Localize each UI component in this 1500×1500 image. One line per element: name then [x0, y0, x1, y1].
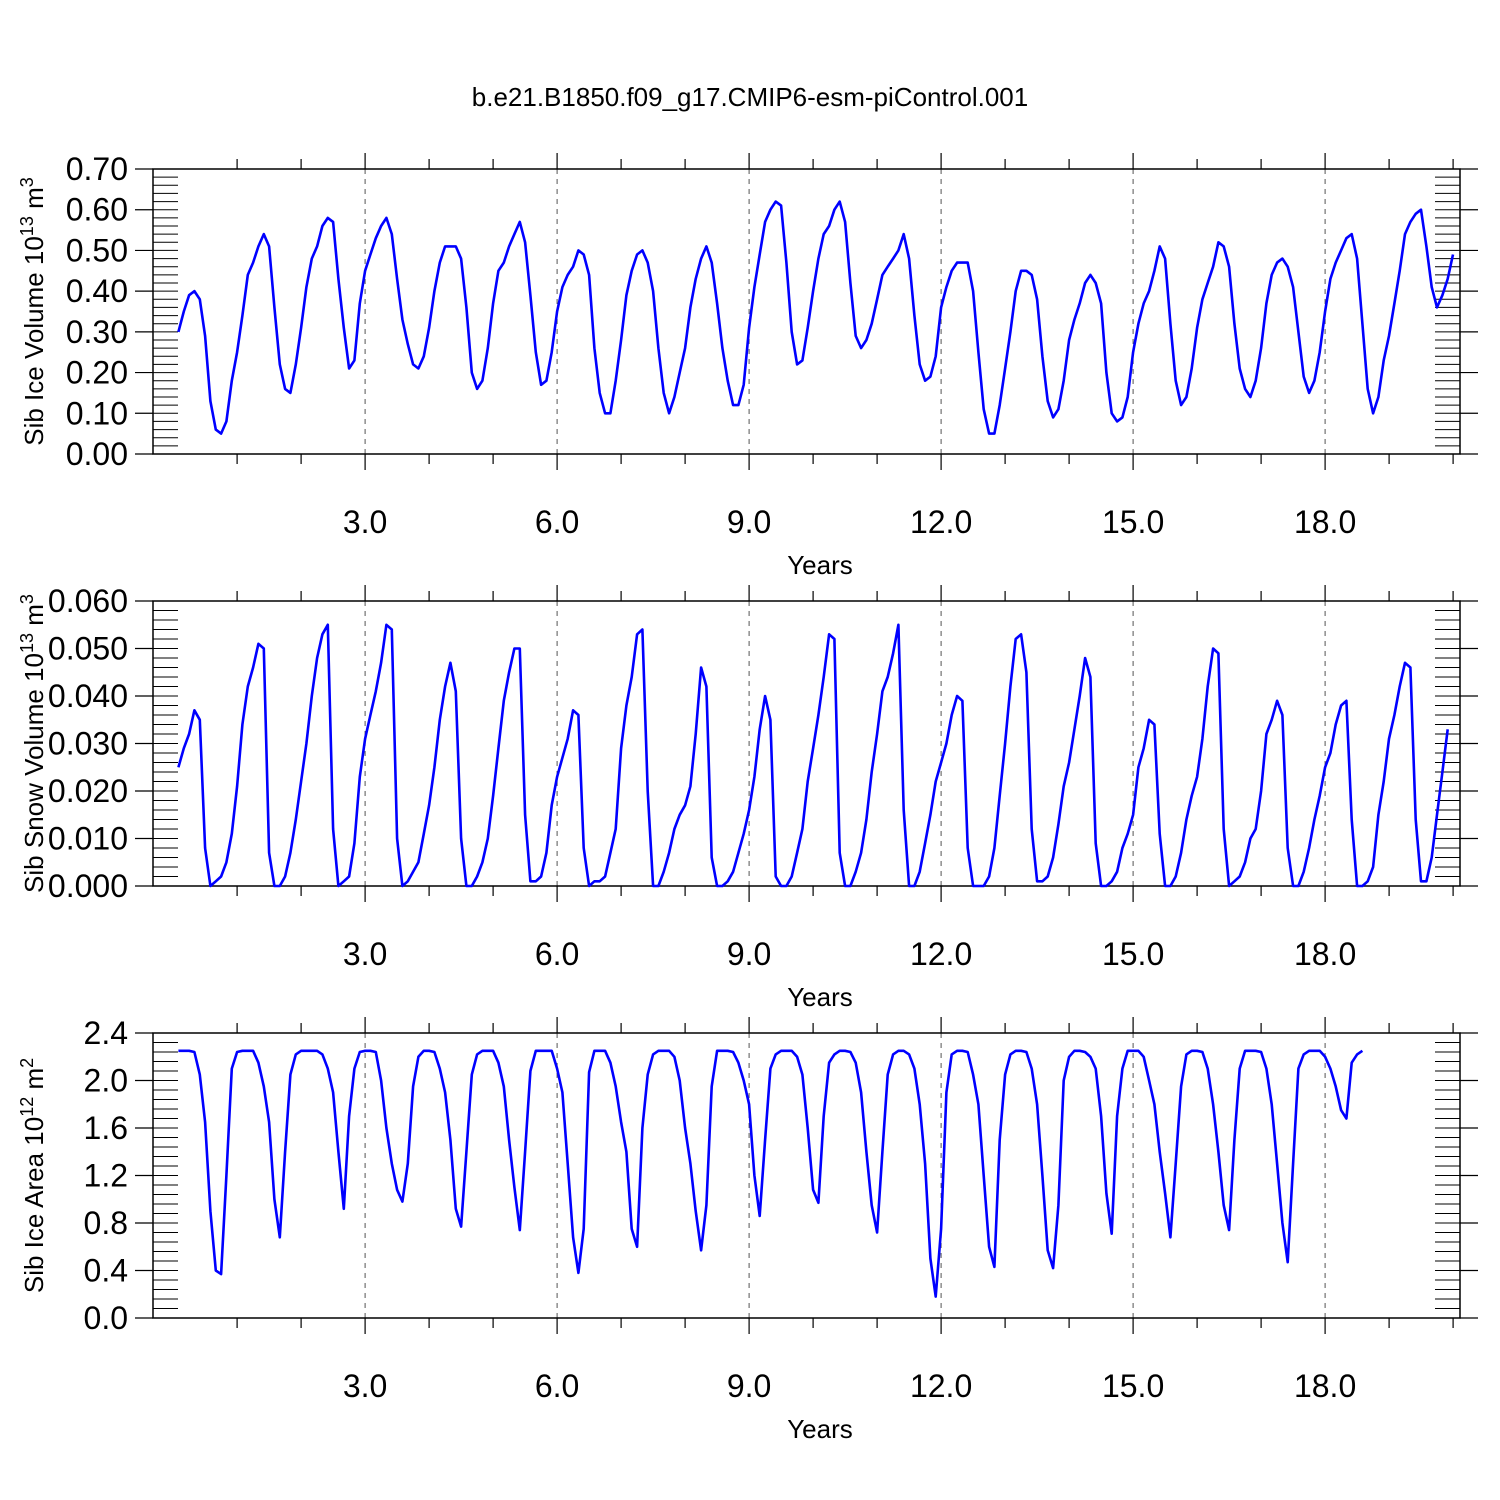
x-tick-label: 9.0	[727, 1368, 771, 1404]
y-axis-label-superscript: 13	[17, 633, 37, 653]
y-tick-label: 0.000	[48, 868, 128, 904]
x-axis-label: Years	[787, 982, 853, 1012]
y-axis-label-part: Sib Ice Area 10	[19, 1117, 49, 1293]
series-line	[177, 623, 1449, 888]
y-tick-label: 0.70	[66, 151, 128, 187]
x-tick-label: 9.0	[727, 504, 771, 540]
plot-frame	[152, 168, 1461, 455]
y-tick-label: 0.0	[84, 1300, 128, 1336]
y-tick-label: 0.4	[84, 1253, 128, 1289]
y-tick-label: 0.020	[48, 773, 128, 809]
y-axis-label-part: m	[19, 187, 49, 216]
y-tick-label: 1.2	[84, 1158, 128, 1194]
y-tick-label: 0.8	[84, 1205, 128, 1241]
x-tick-label: 6.0	[535, 936, 579, 972]
x-tick-label: 18.0	[1294, 1368, 1356, 1404]
y-tick-label: 0.010	[48, 821, 128, 857]
y-axis-label: Sib Ice Area 1012 m2	[17, 1058, 49, 1293]
x-axis-label: Years	[787, 550, 853, 580]
x-tick-label: 18.0	[1294, 936, 1356, 972]
y-tick-label: 0.30	[66, 314, 128, 350]
y-axis-label-superscript: 12	[17, 1097, 37, 1117]
y-axis-label-superscript: 13	[17, 216, 37, 236]
x-tick-label: 3.0	[343, 936, 387, 972]
series-line	[178, 1049, 1364, 1298]
y-tick-label: 0.50	[66, 232, 128, 268]
panel-1: 0.00 0.10 0.20 0.30 0.40 0.50 0.60 0.70 3.0 6.0 9.…	[17, 151, 1478, 580]
panel-2: 0.000 0.010 0.020 0.030 0.040 0.050 0.060 3.0 6.…	[17, 583, 1478, 1012]
y-axis-label-superscript: 2	[17, 1058, 37, 1068]
y-axis-label-part: m	[19, 1068, 49, 1097]
y-axis-label-part: Sib Snow Volume 10	[19, 653, 49, 893]
y-axis-label-superscript: 3	[17, 177, 37, 187]
y-tick-label: 0.00	[66, 436, 128, 472]
chart-title: b.e21.B1850.f09_g17.CMIP6-esm-piControl.…	[472, 82, 1028, 112]
y-tick-label: 1.6	[84, 1110, 128, 1146]
x-tick-label: 9.0	[727, 936, 771, 972]
x-tick-label: 3.0	[343, 504, 387, 540]
chart-panels: 0.00 0.10 0.20 0.30 0.40 0.50 0.60 0.70 3.0 6.0 9.…	[17, 151, 1478, 1444]
x-tick-label: 6.0	[535, 1368, 579, 1404]
y-tick-label: 0.20	[66, 355, 128, 391]
x-tick-label: 12.0	[910, 936, 972, 972]
y-axis-label-part: m	[19, 604, 49, 633]
x-tick-label: 18.0	[1294, 504, 1356, 540]
y-tick-label: 0.060	[48, 583, 128, 619]
x-axis-label: Years	[787, 1414, 853, 1444]
x-tick-label: 6.0	[535, 504, 579, 540]
x-tick-label: 15.0	[1102, 1368, 1164, 1404]
y-tick-label: 2.4	[84, 1015, 128, 1051]
y-tick-label: 2.0	[84, 1063, 128, 1099]
x-tick-label: 12.0	[910, 1368, 972, 1404]
y-tick-label: 0.10	[66, 395, 128, 431]
x-tick-label: 12.0	[910, 504, 972, 540]
y-axis-label-part: Sib Ice Volume 10	[19, 236, 49, 446]
y-tick-label: 0.40	[66, 273, 128, 309]
y-tick-label: 0.040	[48, 678, 128, 714]
series-line	[177, 200, 1455, 435]
x-tick-label: 15.0	[1102, 504, 1164, 540]
y-axis-label: Sib Snow Volume 1013 m3	[17, 594, 49, 893]
y-tick-label: 0.050	[48, 631, 128, 667]
x-tick-label: 15.0	[1102, 936, 1164, 972]
y-axis-label-superscript: 3	[17, 594, 37, 604]
panel-3: 0.0 0.4 0.8 1.2 1.6 2.0 2.4 3.0 6.0 9.0 12.0 15.0 18…	[17, 1015, 1478, 1444]
y-tick-label: 0.030	[48, 726, 128, 762]
y-axis-label: Sib Ice Volume 1013 m3	[17, 177, 49, 446]
y-tick-label: 0.60	[66, 192, 128, 228]
x-tick-label: 3.0	[343, 1368, 387, 1404]
